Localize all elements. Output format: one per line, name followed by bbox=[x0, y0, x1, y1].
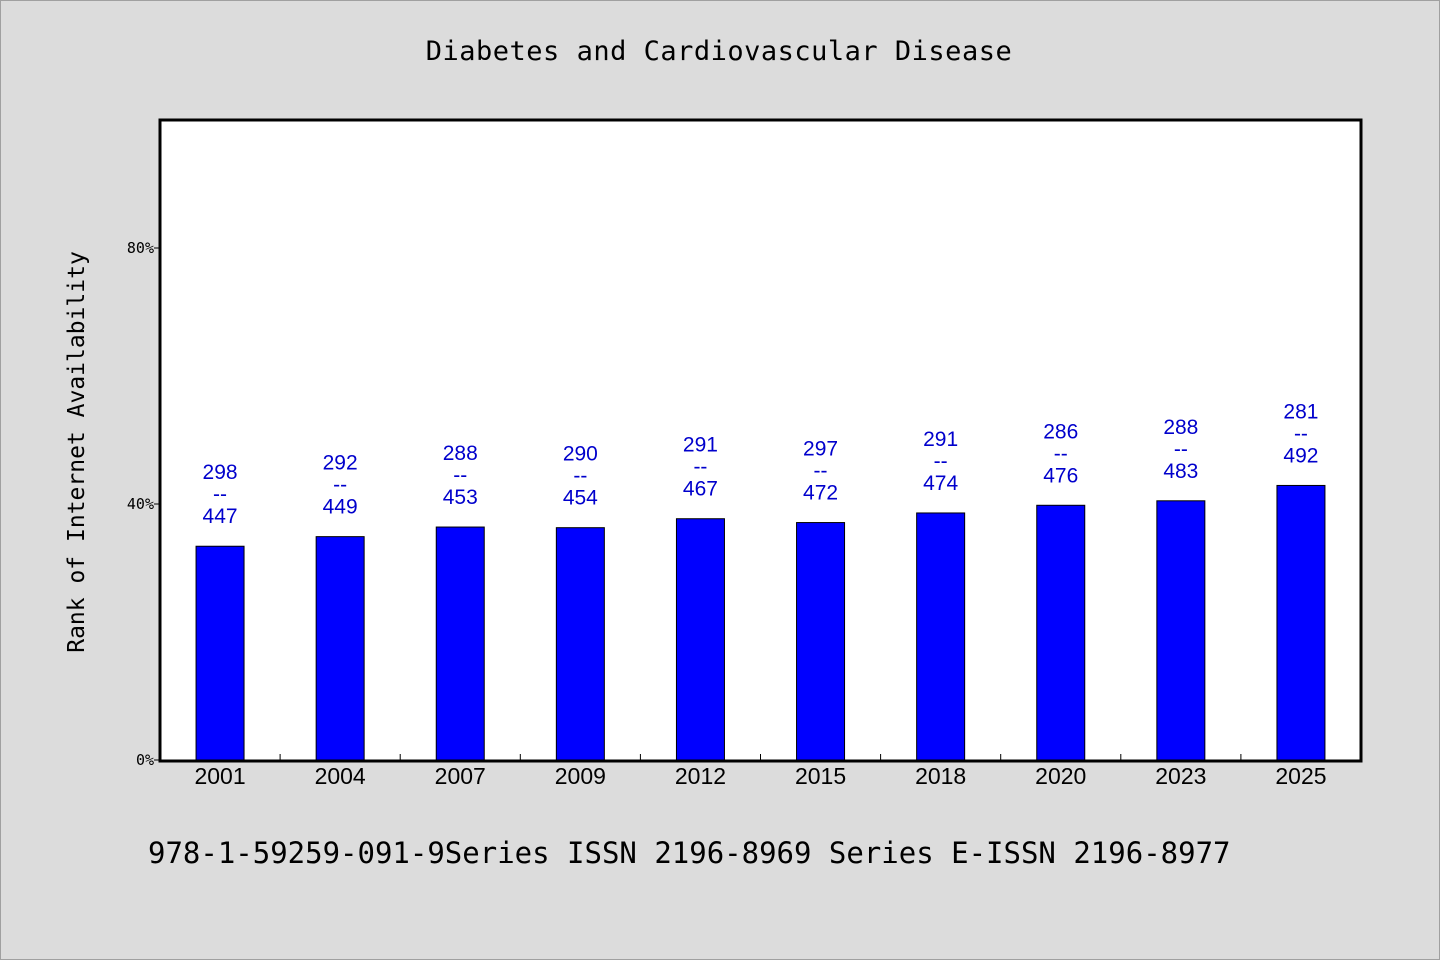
y-tick-label: 0% bbox=[136, 751, 154, 769]
y-axis-label: Rank of Internet Availability bbox=[64, 251, 90, 653]
x-tick-label: 2007 bbox=[435, 763, 486, 789]
bar bbox=[1156, 500, 1206, 761]
y-tick-label: 40% bbox=[127, 495, 154, 513]
bar bbox=[315, 536, 365, 761]
data-label-separator: -- bbox=[934, 450, 948, 473]
data-label-bottom: 454 bbox=[563, 487, 598, 510]
data-label-bottom: 483 bbox=[1163, 460, 1198, 483]
y-tick-label: 80% bbox=[127, 239, 154, 257]
data-label-separator: -- bbox=[814, 460, 828, 483]
bar bbox=[435, 526, 485, 761]
data-label-separator: -- bbox=[1054, 442, 1068, 465]
data-label-separator: -- bbox=[333, 474, 347, 497]
data-label-separator: -- bbox=[1174, 438, 1188, 461]
x-tick-label: 2009 bbox=[555, 763, 606, 789]
data-label-bottom: 472 bbox=[803, 482, 838, 505]
data-label-bottom: 449 bbox=[323, 496, 358, 519]
bar bbox=[1036, 504, 1086, 761]
data-label-top: 291 bbox=[923, 428, 958, 451]
data-label-bottom: 467 bbox=[683, 478, 718, 501]
x-tick-label: 2018 bbox=[915, 763, 966, 789]
data-label-top: 286 bbox=[1043, 420, 1078, 443]
data-label-separator: -- bbox=[1294, 422, 1308, 445]
data-label-separator: -- bbox=[693, 456, 707, 479]
data-label-top: 291 bbox=[683, 434, 718, 457]
x-tick-label: 2023 bbox=[1155, 763, 1206, 789]
bar bbox=[1276, 484, 1326, 761]
bar bbox=[796, 522, 846, 761]
bar bbox=[195, 545, 245, 761]
footer-note: 978-1-59259-091-9Series ISSN 2196-8969 S… bbox=[148, 836, 1231, 870]
x-tick-label: 2004 bbox=[315, 763, 366, 789]
chart-title: Diabetes and Cardiovascular Disease bbox=[425, 36, 1013, 67]
bar bbox=[916, 512, 966, 761]
data-label-top: 288 bbox=[1163, 416, 1198, 439]
x-tick-label: 2012 bbox=[675, 763, 726, 789]
data-label-top: 281 bbox=[1283, 400, 1318, 423]
bar bbox=[675, 518, 725, 761]
bar-series bbox=[195, 484, 1326, 761]
data-label-top: 292 bbox=[323, 452, 358, 475]
data-label-top: 288 bbox=[443, 442, 478, 465]
data-label-separator: -- bbox=[213, 483, 227, 506]
data-label-bottom: 492 bbox=[1283, 444, 1318, 467]
data-label-top: 297 bbox=[803, 438, 838, 461]
x-axis: 2001 2004 2007 2009 2012 2015 2018 2020 2023 2025 bbox=[194, 754, 1327, 789]
data-label-top: 290 bbox=[563, 443, 598, 466]
x-tick-label: 2020 bbox=[1035, 763, 1086, 789]
data-label-bottom: 447 bbox=[203, 505, 238, 528]
x-tick-label: 2015 bbox=[795, 763, 846, 789]
y-axis: 0% 40% 80% bbox=[127, 239, 160, 769]
data-label-bottom: 453 bbox=[443, 486, 478, 509]
x-tick-label: 2001 bbox=[194, 763, 245, 789]
data-label-top: 298 bbox=[203, 461, 238, 484]
data-labels: 447--298449--292453--288454--290467--291… bbox=[203, 400, 1319, 528]
bar bbox=[555, 527, 605, 761]
data-label-separator: -- bbox=[453, 464, 467, 487]
data-label-bottom: 476 bbox=[1043, 464, 1078, 487]
x-tick-label: 2025 bbox=[1275, 763, 1326, 789]
data-label-separator: -- bbox=[573, 465, 587, 488]
data-label-bottom: 474 bbox=[923, 472, 958, 495]
